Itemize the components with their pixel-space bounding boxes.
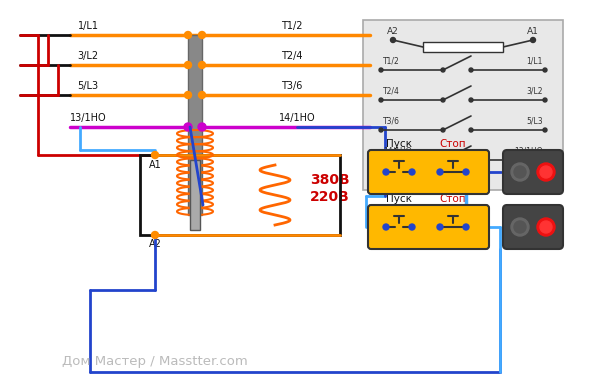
Circle shape xyxy=(379,68,383,72)
Text: A1: A1 xyxy=(527,28,539,37)
Circle shape xyxy=(391,37,395,43)
Circle shape xyxy=(537,163,555,181)
Text: T2/4: T2/4 xyxy=(281,51,303,61)
Circle shape xyxy=(511,163,529,181)
Circle shape xyxy=(540,166,552,178)
Text: 5/L3: 5/L3 xyxy=(77,81,98,91)
Text: A2: A2 xyxy=(149,239,161,249)
Text: 14/1НО: 14/1НО xyxy=(278,113,316,123)
Text: 380В: 380В xyxy=(310,173,350,187)
FancyBboxPatch shape xyxy=(503,205,563,249)
Circle shape xyxy=(441,68,445,72)
Text: 13/1НО: 13/1НО xyxy=(70,113,106,123)
Text: T1/2: T1/2 xyxy=(281,21,303,31)
Text: 3/L2: 3/L2 xyxy=(77,51,98,61)
Circle shape xyxy=(511,218,529,236)
Circle shape xyxy=(530,37,536,43)
Text: 220В: 220В xyxy=(310,190,350,204)
Text: T3/6: T3/6 xyxy=(383,117,400,126)
Circle shape xyxy=(543,158,547,162)
Circle shape xyxy=(543,68,547,72)
Circle shape xyxy=(437,169,443,175)
Bar xyxy=(423,42,503,52)
Circle shape xyxy=(543,128,547,132)
Circle shape xyxy=(185,62,191,69)
Text: T2/4: T2/4 xyxy=(383,87,400,96)
Circle shape xyxy=(184,123,192,131)
Text: 5/L3: 5/L3 xyxy=(526,117,543,126)
Circle shape xyxy=(409,169,415,175)
Circle shape xyxy=(151,151,158,158)
FancyBboxPatch shape xyxy=(368,150,489,194)
Circle shape xyxy=(199,32,205,39)
Circle shape xyxy=(543,98,547,102)
Text: A1: A1 xyxy=(149,160,161,170)
FancyBboxPatch shape xyxy=(368,205,489,249)
Text: A2: A2 xyxy=(387,28,399,37)
Circle shape xyxy=(379,128,383,132)
Text: Дом Мастер / Masstter.com: Дом Мастер / Masstter.com xyxy=(62,356,248,369)
Circle shape xyxy=(379,158,383,162)
Circle shape xyxy=(383,224,389,230)
Circle shape xyxy=(514,166,526,178)
Circle shape xyxy=(409,224,415,230)
Bar xyxy=(140,155,340,235)
Circle shape xyxy=(469,98,473,102)
Circle shape xyxy=(198,123,206,131)
Text: 1/L1: 1/L1 xyxy=(77,21,98,31)
Circle shape xyxy=(437,224,443,230)
Text: 3/L2: 3/L2 xyxy=(527,87,543,96)
Circle shape xyxy=(514,221,526,233)
Circle shape xyxy=(199,92,205,99)
Circle shape xyxy=(441,128,445,132)
Circle shape xyxy=(379,98,383,102)
Text: Стоп: Стоп xyxy=(440,139,466,149)
Circle shape xyxy=(463,224,469,230)
Circle shape xyxy=(540,221,552,233)
FancyBboxPatch shape xyxy=(503,150,563,194)
Text: Пуск: Пуск xyxy=(386,139,412,149)
Text: 14/1НО: 14/1НО xyxy=(383,147,412,156)
Text: Стоп: Стоп xyxy=(440,194,466,204)
Circle shape xyxy=(199,62,205,69)
Text: Пуск: Пуск xyxy=(386,194,412,204)
Circle shape xyxy=(537,218,555,236)
Text: 1/L1: 1/L1 xyxy=(527,57,543,66)
Text: T1/2: T1/2 xyxy=(383,57,400,66)
Bar xyxy=(190,160,200,230)
Bar xyxy=(363,20,563,190)
Circle shape xyxy=(383,169,389,175)
Circle shape xyxy=(469,158,473,162)
Circle shape xyxy=(463,169,469,175)
Circle shape xyxy=(185,32,191,39)
Circle shape xyxy=(469,68,473,72)
Circle shape xyxy=(151,232,158,239)
Circle shape xyxy=(185,92,191,99)
Bar xyxy=(188,35,202,215)
Text: T3/6: T3/6 xyxy=(281,81,302,91)
Circle shape xyxy=(441,98,445,102)
Circle shape xyxy=(441,158,445,162)
Circle shape xyxy=(469,128,473,132)
Text: 13/1НО: 13/1НО xyxy=(514,147,543,156)
